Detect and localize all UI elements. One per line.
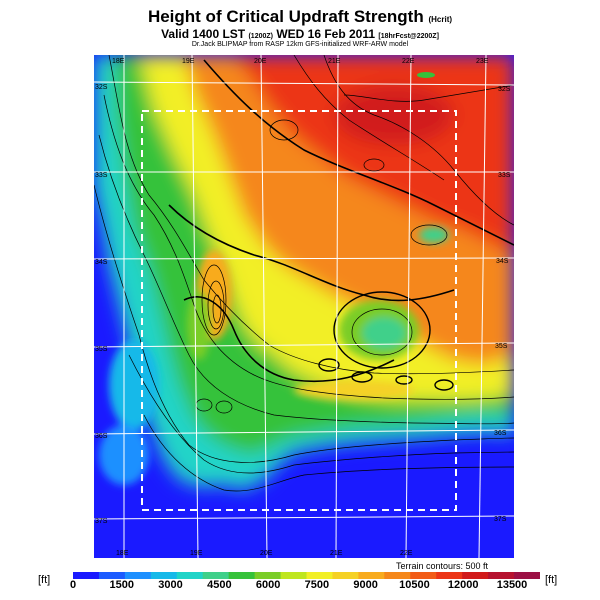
lat-label-left: 34S bbox=[95, 259, 108, 266]
lon-label-top: 18E bbox=[112, 58, 125, 65]
lon-label-bottom: 22E bbox=[400, 550, 413, 557]
colorbar-swatch bbox=[514, 572, 540, 579]
colorbar-swatch bbox=[462, 572, 489, 579]
lon-label-top: 23E bbox=[476, 58, 489, 65]
colorbar-tick-label: 0 bbox=[69, 579, 77, 591]
core-dark-red bbox=[334, 85, 454, 145]
green-patch-northeast bbox=[419, 227, 449, 243]
green-marker-top bbox=[417, 72, 435, 78]
colorbar-swatch bbox=[384, 572, 411, 579]
colorbar-tick-label: 13500 bbox=[496, 579, 528, 591]
west-coast-cyan bbox=[109, 340, 159, 430]
lat-label-right: 34S bbox=[496, 258, 509, 265]
colorbar-swatch bbox=[332, 572, 359, 579]
lat-label-left: 35S bbox=[95, 346, 108, 353]
colorbar-swatch bbox=[254, 572, 282, 579]
terrain-contour-note: Terrain contours: 500 ft bbox=[396, 561, 489, 571]
forecast-tag: [18hrFcst@2200Z] bbox=[378, 33, 439, 40]
title-unit: (Hcrit) bbox=[428, 15, 453, 24]
lon-label-top: 21E bbox=[328, 58, 341, 65]
colorbar-swatch bbox=[306, 572, 333, 579]
valid-time-line: Valid 1400 LST (1200Z) WED 16 Feb 2011 [… bbox=[0, 27, 600, 41]
valid-prefix: Valid 1400 LST bbox=[161, 27, 246, 41]
lon-label-bottom: 18E bbox=[116, 550, 129, 557]
colorbar-swatch bbox=[150, 572, 178, 579]
coastal-yellow-strip bbox=[294, 380, 414, 400]
colorbar-swatch bbox=[410, 572, 437, 579]
model-credit: Dr.Jack BLIPMAP from RASP 12km GFS-initi… bbox=[191, 41, 409, 48]
colorbar-tick-label: 3000 bbox=[158, 579, 183, 591]
lat-label-right: 32S bbox=[498, 86, 511, 93]
title-text: Height of Critical Updraft Strength bbox=[147, 7, 424, 26]
colorbar-swatch bbox=[280, 572, 307, 579]
colorbar-swatch bbox=[124, 572, 152, 579]
colorbar-tick-label: 10500 bbox=[399, 579, 430, 591]
valid-utc: (1200Z) bbox=[248, 33, 273, 40]
lat-label-left: 32S bbox=[95, 84, 108, 91]
map-labels: 18E 19E 20E 21E 22E 23E 18E 19E 20E 21E … bbox=[95, 58, 511, 557]
lat-label-right: 33S bbox=[498, 172, 511, 179]
colorbar-swatch bbox=[436, 572, 463, 579]
colorbar-tick-label: 12000 bbox=[447, 579, 479, 591]
colorbar-swatch bbox=[202, 572, 230, 579]
colorbar-swatch bbox=[176, 572, 204, 579]
colorbar-swatch bbox=[358, 572, 385, 579]
colorbar-tick-label: 4500 bbox=[207, 579, 232, 591]
colorbar-unit-left: [ft] bbox=[38, 574, 51, 586]
colorbar bbox=[73, 572, 540, 579]
colorbar-swatch bbox=[73, 572, 100, 579]
forecast-map: 18E 19E 20E 21E 22E 23E 18E 19E 20E 21E … bbox=[94, 55, 514, 558]
lon-label-bottom: 21E bbox=[330, 550, 343, 557]
colorbar-swatch bbox=[488, 572, 515, 579]
lon-label-bottom: 20E bbox=[260, 550, 273, 557]
inner-domain-box bbox=[141, 110, 457, 511]
lat-label-right: 35S bbox=[495, 343, 508, 350]
lat-lon-grid bbox=[94, 55, 514, 558]
lon-label-top: 20E bbox=[254, 58, 267, 65]
colorbar-unit-right: [ft] bbox=[545, 574, 558, 586]
lon-label-top: 19E bbox=[182, 58, 195, 65]
mountain-green-west bbox=[187, 290, 211, 360]
colorbar-tick-label: 7500 bbox=[304, 579, 330, 591]
lon-label-top: 22E bbox=[402, 58, 415, 65]
lat-label-left: 36S bbox=[95, 433, 108, 440]
colorbar-swatch bbox=[98, 572, 126, 579]
lat-label-right: 37S bbox=[494, 516, 507, 523]
colorbar-swatch bbox=[228, 572, 256, 579]
valid-date: WED 16 Feb 2011 bbox=[276, 27, 376, 41]
chart-title: Height of Critical Updraft Strength (Hcr… bbox=[0, 7, 600, 27]
lat-label-right: 36S bbox=[494, 430, 507, 437]
green-patch-east-inner bbox=[362, 317, 406, 349]
lon-label-bottom: 19E bbox=[190, 550, 203, 557]
colorbar-tick-label: 9000 bbox=[353, 579, 378, 591]
lat-label-left: 33S bbox=[95, 172, 108, 179]
colorbar-tick-label: 6000 bbox=[255, 579, 281, 591]
colorbar-tick-label: 1500 bbox=[109, 579, 135, 591]
lat-label-left: 37S bbox=[95, 518, 108, 525]
